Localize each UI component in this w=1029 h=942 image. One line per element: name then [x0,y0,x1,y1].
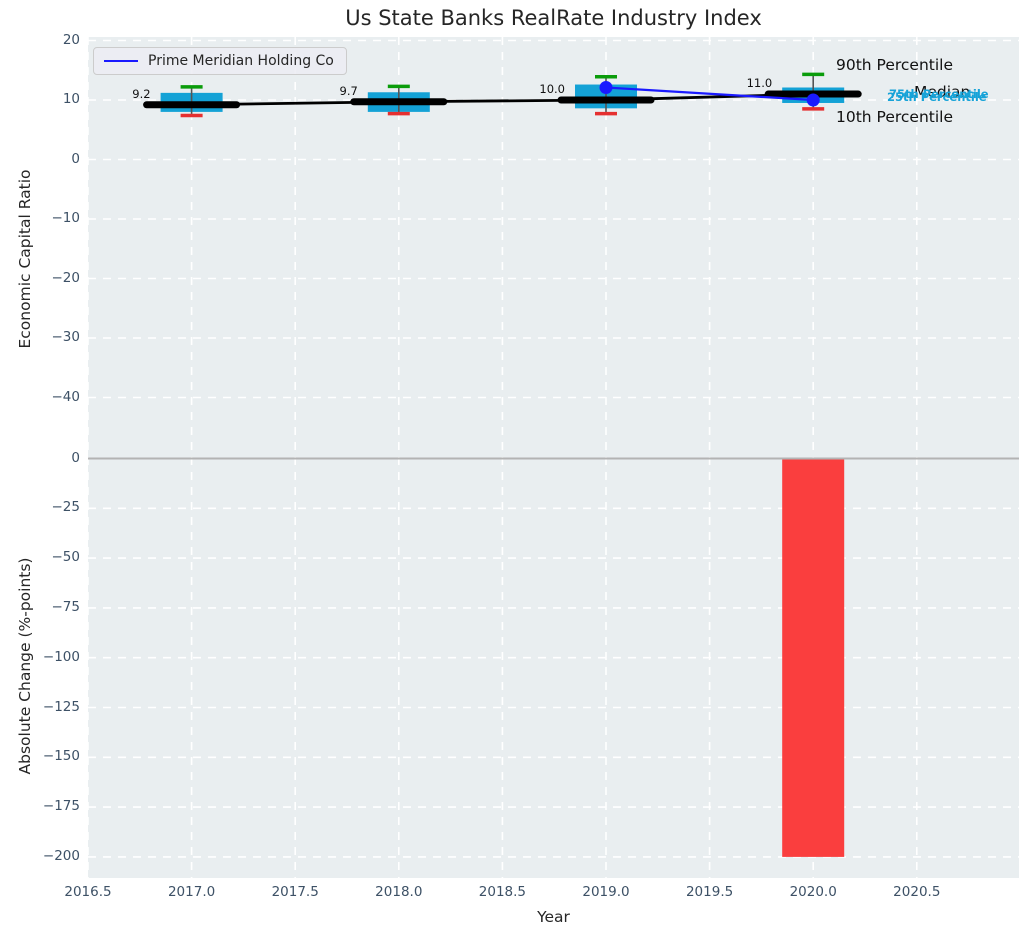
company-series [599,81,820,107]
ytick-top-20: 20 [62,31,80,48]
ytick-top-10: 10 [62,91,80,107]
xtick-2019.0: 2019.0 [582,884,630,900]
bar-2020 [782,458,845,857]
xtick-2020.0: 2020.0 [789,884,837,900]
ytick-top--20: −20 [51,269,81,286]
change-bars [782,458,845,857]
xtick-2018.0: 2018.0 [375,884,423,900]
annotation-median: Median [914,83,971,101]
ytick-bottom--50: −50 [51,549,81,566]
y-axis-label-bottom: Absolute Change (%-points) [16,557,34,775]
xtick-2020.5: 2020.5 [893,884,941,900]
chart-title: Us State Banks RealRate Industry Index [345,6,762,30]
chart-canvas: 9.2 9.7 10.0 11.0 [88,37,1019,878]
xtick-2018.5: 2018.5 [478,884,527,900]
legend-line-sample [104,60,138,62]
annotation-90th-percentile: 90th Percentile [836,56,954,74]
annotation-10th-percentile: 10th Percentile [836,108,954,126]
ytick-bottom--200: −200 [42,847,80,864]
xtick-2017.0: 2017.0 [167,884,216,900]
company-point-2019 [599,81,613,95]
xtick-2017.5: 2017.5 [271,884,319,900]
annotation-75th-percentile: 75th Percentile [889,87,989,101]
ytick-top--10: −10 [51,210,81,226]
xtick-2016.5: 2016.5 [64,884,112,900]
xtick-2019.5: 2019.5 [685,884,734,900]
ytick-bottom--150: −150 [42,748,80,765]
ytick-top--40: −40 [51,388,81,405]
x-axis-label: Year [537,908,570,926]
ytick-bottom-0: 0 [71,449,80,466]
ytick-top--30: −30 [51,329,81,345]
company-point-2020 [806,93,820,107]
median-label-2020: 11.0 [747,76,773,90]
ytick-top-0: 0 [71,150,80,167]
annotation-25th-percentile: 25th Percentile [887,90,987,104]
ytick-bottom--25: −25 [51,499,81,516]
median-trend-line [191,92,814,107]
median-label-2018: 9.7 [340,84,358,98]
median-label-2017: 9.2 [132,87,150,101]
median-label-2019: 10.0 [539,82,565,96]
legend: Prime Meridian Holding Co [93,47,347,75]
ytick-bottom--100: −100 [42,648,80,665]
ytick-bottom--75: −75 [51,598,81,615]
legend-label: Prime Meridian Holding Co [148,53,334,69]
ytick-bottom--175: −175 [42,798,80,815]
ytick-bottom--125: −125 [42,698,80,715]
plot-area: 9.2 9.7 10.0 11.0 Prime Meridian Holding Co [88,37,1019,878]
median-value-labels: 9.2 9.7 10.0 11.0 [132,76,772,101]
